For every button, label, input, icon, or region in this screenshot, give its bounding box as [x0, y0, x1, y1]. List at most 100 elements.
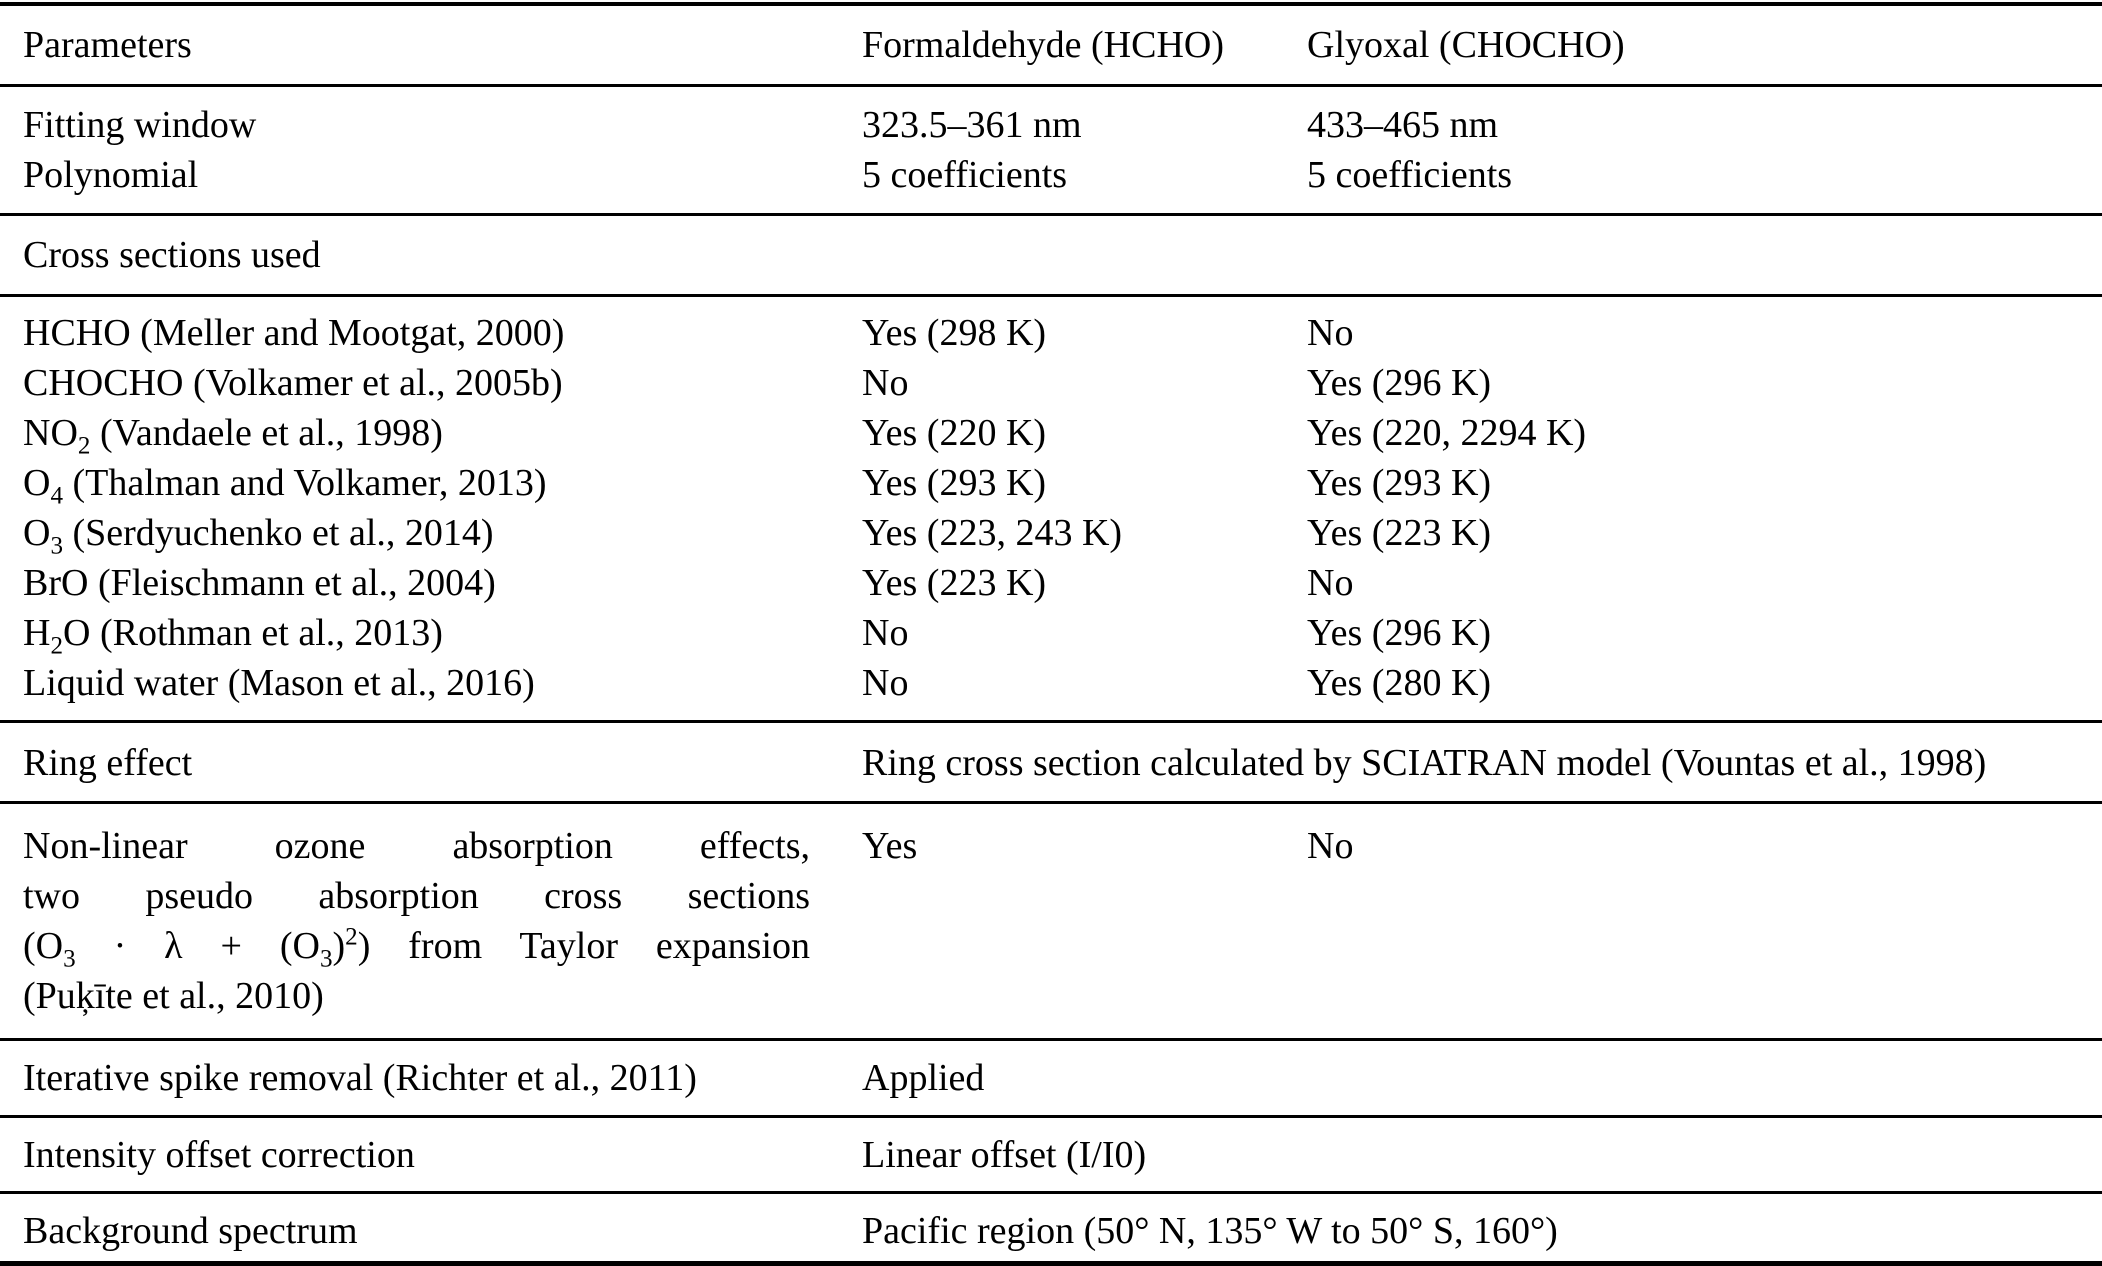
table-row: Polynomial 5 coefficients 5 coefficients — [0, 150, 2102, 200]
rule-above-nonlinear — [0, 801, 2102, 804]
spike-removal-row: Iterative spike removal (Richter et al.,… — [0, 1041, 2102, 1115]
nonlinear-line-4: (Puķīte et al., 2010) — [23, 975, 324, 1017]
nonlinear-line-1: Non-linear ozone absorption effects, — [23, 825, 810, 867]
species-name: O — [23, 512, 51, 554]
rule-above-ring — [0, 720, 2102, 723]
nonlinear-ozone-row: Non-linear ozone absorption effects, two… — [0, 804, 2102, 1038]
spike-removal-value: Applied — [862, 1057, 985, 1099]
cross-section-label: H2O (Rothman et al., 2013) — [23, 608, 862, 660]
table-row: O3 (Serdyuchenko et al., 2014) Yes (223,… — [0, 508, 2102, 560]
cross-section-label: NO2 (Vandaele et al., 1998) — [23, 408, 862, 460]
cross-sections-section: HCHO (Meller and Mootgat, 2000) Yes (298… — [0, 297, 2102, 720]
polynomial-label: Polynomial — [23, 154, 199, 196]
formula-subscript: 3 — [63, 945, 76, 973]
cross-sections-title-row: Cross sections used — [0, 216, 2102, 294]
background-spectrum-label: Background spectrum — [23, 1210, 358, 1252]
species-name: O — [23, 462, 51, 504]
chocho-value: Yes (296 K) — [1307, 612, 1492, 654]
nonlinear-chocho-value: No — [1307, 825, 1354, 867]
cross-section-label: O3 (Serdyuchenko et al., 2014) — [23, 508, 862, 560]
cross-section-label: HCHO (Meller and Mootgat, 2000) — [23, 308, 862, 358]
spike-removal-label: Iterative spike removal (Richter et al.,… — [23, 1057, 697, 1099]
polynomial-hcho-value: 5 coefficients — [862, 154, 1068, 196]
fitting-window-hcho-value: 323.5–361 nm — [862, 104, 1082, 146]
hcho-value: No — [862, 362, 909, 404]
column-header-glyoxal: Glyoxal (CHOCHO) — [1307, 24, 1625, 66]
nonlinear-line-3-formula: (O3 · λ + (O3)2) from Taylor expansion — [23, 921, 810, 971]
species-subscript: 2 — [50, 632, 63, 660]
chocho-value: Yes (280 K) — [1307, 662, 1492, 704]
column-header-formaldehyde: Formaldehyde (HCHO) — [862, 24, 1224, 66]
cross-section-label: CHOCHO (Volkamer et al., 2005b) — [23, 358, 862, 408]
table-row: Liquid water (Mason et al., 2016) No Yes… — [0, 658, 2102, 708]
header-row: Parameters Formaldehyde (HCHO) Glyoxal (… — [0, 6, 2102, 84]
chocho-value: Yes (220, 2294 K) — [1307, 412, 1587, 454]
cross-sections-title: Cross sections used — [23, 234, 321, 276]
cross-section-label: Liquid water (Mason et al., 2016) — [23, 658, 862, 708]
formula-segment: · λ + (O — [75, 925, 320, 967]
table-row: NO2 (Vandaele et al., 1998) Yes (220 K) … — [0, 408, 2102, 460]
rule-above-offset — [0, 1115, 2102, 1118]
ring-effect-row: Ring effect Ring cross section calculate… — [0, 723, 2102, 801]
hcho-value: No — [862, 612, 909, 654]
species-reference: (Serdyuchenko et al., 2014) — [63, 512, 494, 554]
fitting-section: Fitting window 323.5–361 nm 433–465 nm P… — [0, 87, 2102, 213]
formula-subscript: 3 — [319, 945, 333, 973]
rule-above-cross-sections — [0, 213, 2102, 216]
table-row: CHOCHO (Volkamer et al., 2005b) No Yes (… — [0, 358, 2102, 408]
cross-section-label: O4 (Thalman and Volkamer, 2013) — [23, 458, 862, 510]
nonlinear-ozone-label: Non-linear ozone absorption effects, two… — [23, 821, 862, 1021]
fitting-window-label: Fitting window — [23, 104, 257, 146]
species-name: H — [23, 612, 51, 654]
species-reference: (Vandaele et al., 1998) — [90, 412, 443, 454]
bottom-rule — [0, 1261, 2102, 1266]
intensity-offset-row: Intensity offset correction Linear offse… — [0, 1118, 2102, 1191]
chocho-value: Yes (293 K) — [1307, 462, 1492, 504]
species-reference: O (Rothman et al., 2013) — [63, 612, 443, 654]
chocho-value: No — [1307, 312, 1354, 354]
rule-above-spike — [0, 1038, 2102, 1041]
species-name: HCHO (Meller and Mootgat, 2000) — [23, 312, 565, 354]
hcho-value: Yes (223, 243 K) — [862, 512, 1123, 554]
formula-segment: ) — [357, 925, 371, 967]
nonlinear-line-2: two pseudo absorption cross sections — [23, 875, 810, 917]
polynomial-chocho-value: 5 coefficients — [1307, 154, 1513, 196]
chocho-value: No — [1307, 562, 1354, 604]
background-spectrum-row: Background spectrum Pacific region (50° … — [0, 1194, 2102, 1261]
species-name: BrO (Fleischmann et al., 2004) — [23, 562, 496, 604]
chocho-value: Yes (223 K) — [1307, 512, 1492, 554]
table-row: H2O (Rothman et al., 2013) No Yes (296 K… — [0, 608, 2102, 660]
intensity-offset-value: Linear offset (I/I0) — [862, 1134, 1147, 1176]
hcho-value: Yes (298 K) — [862, 312, 1047, 354]
background-spectrum-value: Pacific region (50° N, 135° W to 50° S, … — [862, 1210, 1558, 1252]
hcho-value: Yes (220 K) — [862, 412, 1047, 454]
chocho-value: Yes (296 K) — [1307, 362, 1492, 404]
species-subscript: 2 — [77, 432, 91, 460]
hcho-value: Yes (293 K) — [862, 462, 1047, 504]
formula-segment: from Taylor expansion — [370, 925, 810, 967]
fitting-window-chocho-value: 433–465 nm — [1307, 104, 1499, 146]
formula-segment: (O — [23, 925, 64, 967]
table-row: BrO (Fleischmann et al., 2004) Yes (223 … — [0, 558, 2102, 608]
species-name: CHOCHO (Volkamer et al., 2005b) — [23, 362, 563, 404]
table-row: O4 (Thalman and Volkamer, 2013) Yes (293… — [0, 458, 2102, 510]
species-subscript: 4 — [50, 482, 63, 510]
top-rule — [0, 2, 2102, 6]
ring-effect-label: Ring effect — [23, 742, 193, 784]
column-header-parameters: Parameters — [23, 24, 192, 66]
rule-below-cross-sections-title — [0, 294, 2102, 297]
hcho-value: Yes (223 K) — [862, 562, 1047, 604]
species-name: Liquid water (Mason et al., 2016) — [23, 662, 535, 704]
table-row: Fitting window 323.5–361 nm 433–465 nm — [0, 100, 2102, 150]
formula-segment: ) — [332, 925, 346, 967]
cross-section-label: BrO (Fleischmann et al., 2004) — [23, 558, 862, 608]
intensity-offset-label: Intensity offset correction — [23, 1134, 415, 1176]
species-name: NO — [23, 412, 78, 454]
species-subscript: 3 — [50, 532, 63, 560]
table-row: HCHO (Meller and Mootgat, 2000) Yes (298… — [0, 308, 2102, 358]
formula-superscript: 2 — [345, 923, 358, 951]
species-reference: (Thalman and Volkamer, 2013) — [63, 462, 547, 504]
ring-effect-value: Ring cross section calculated by SCIATRA… — [862, 742, 1987, 784]
hcho-value: No — [862, 662, 909, 704]
